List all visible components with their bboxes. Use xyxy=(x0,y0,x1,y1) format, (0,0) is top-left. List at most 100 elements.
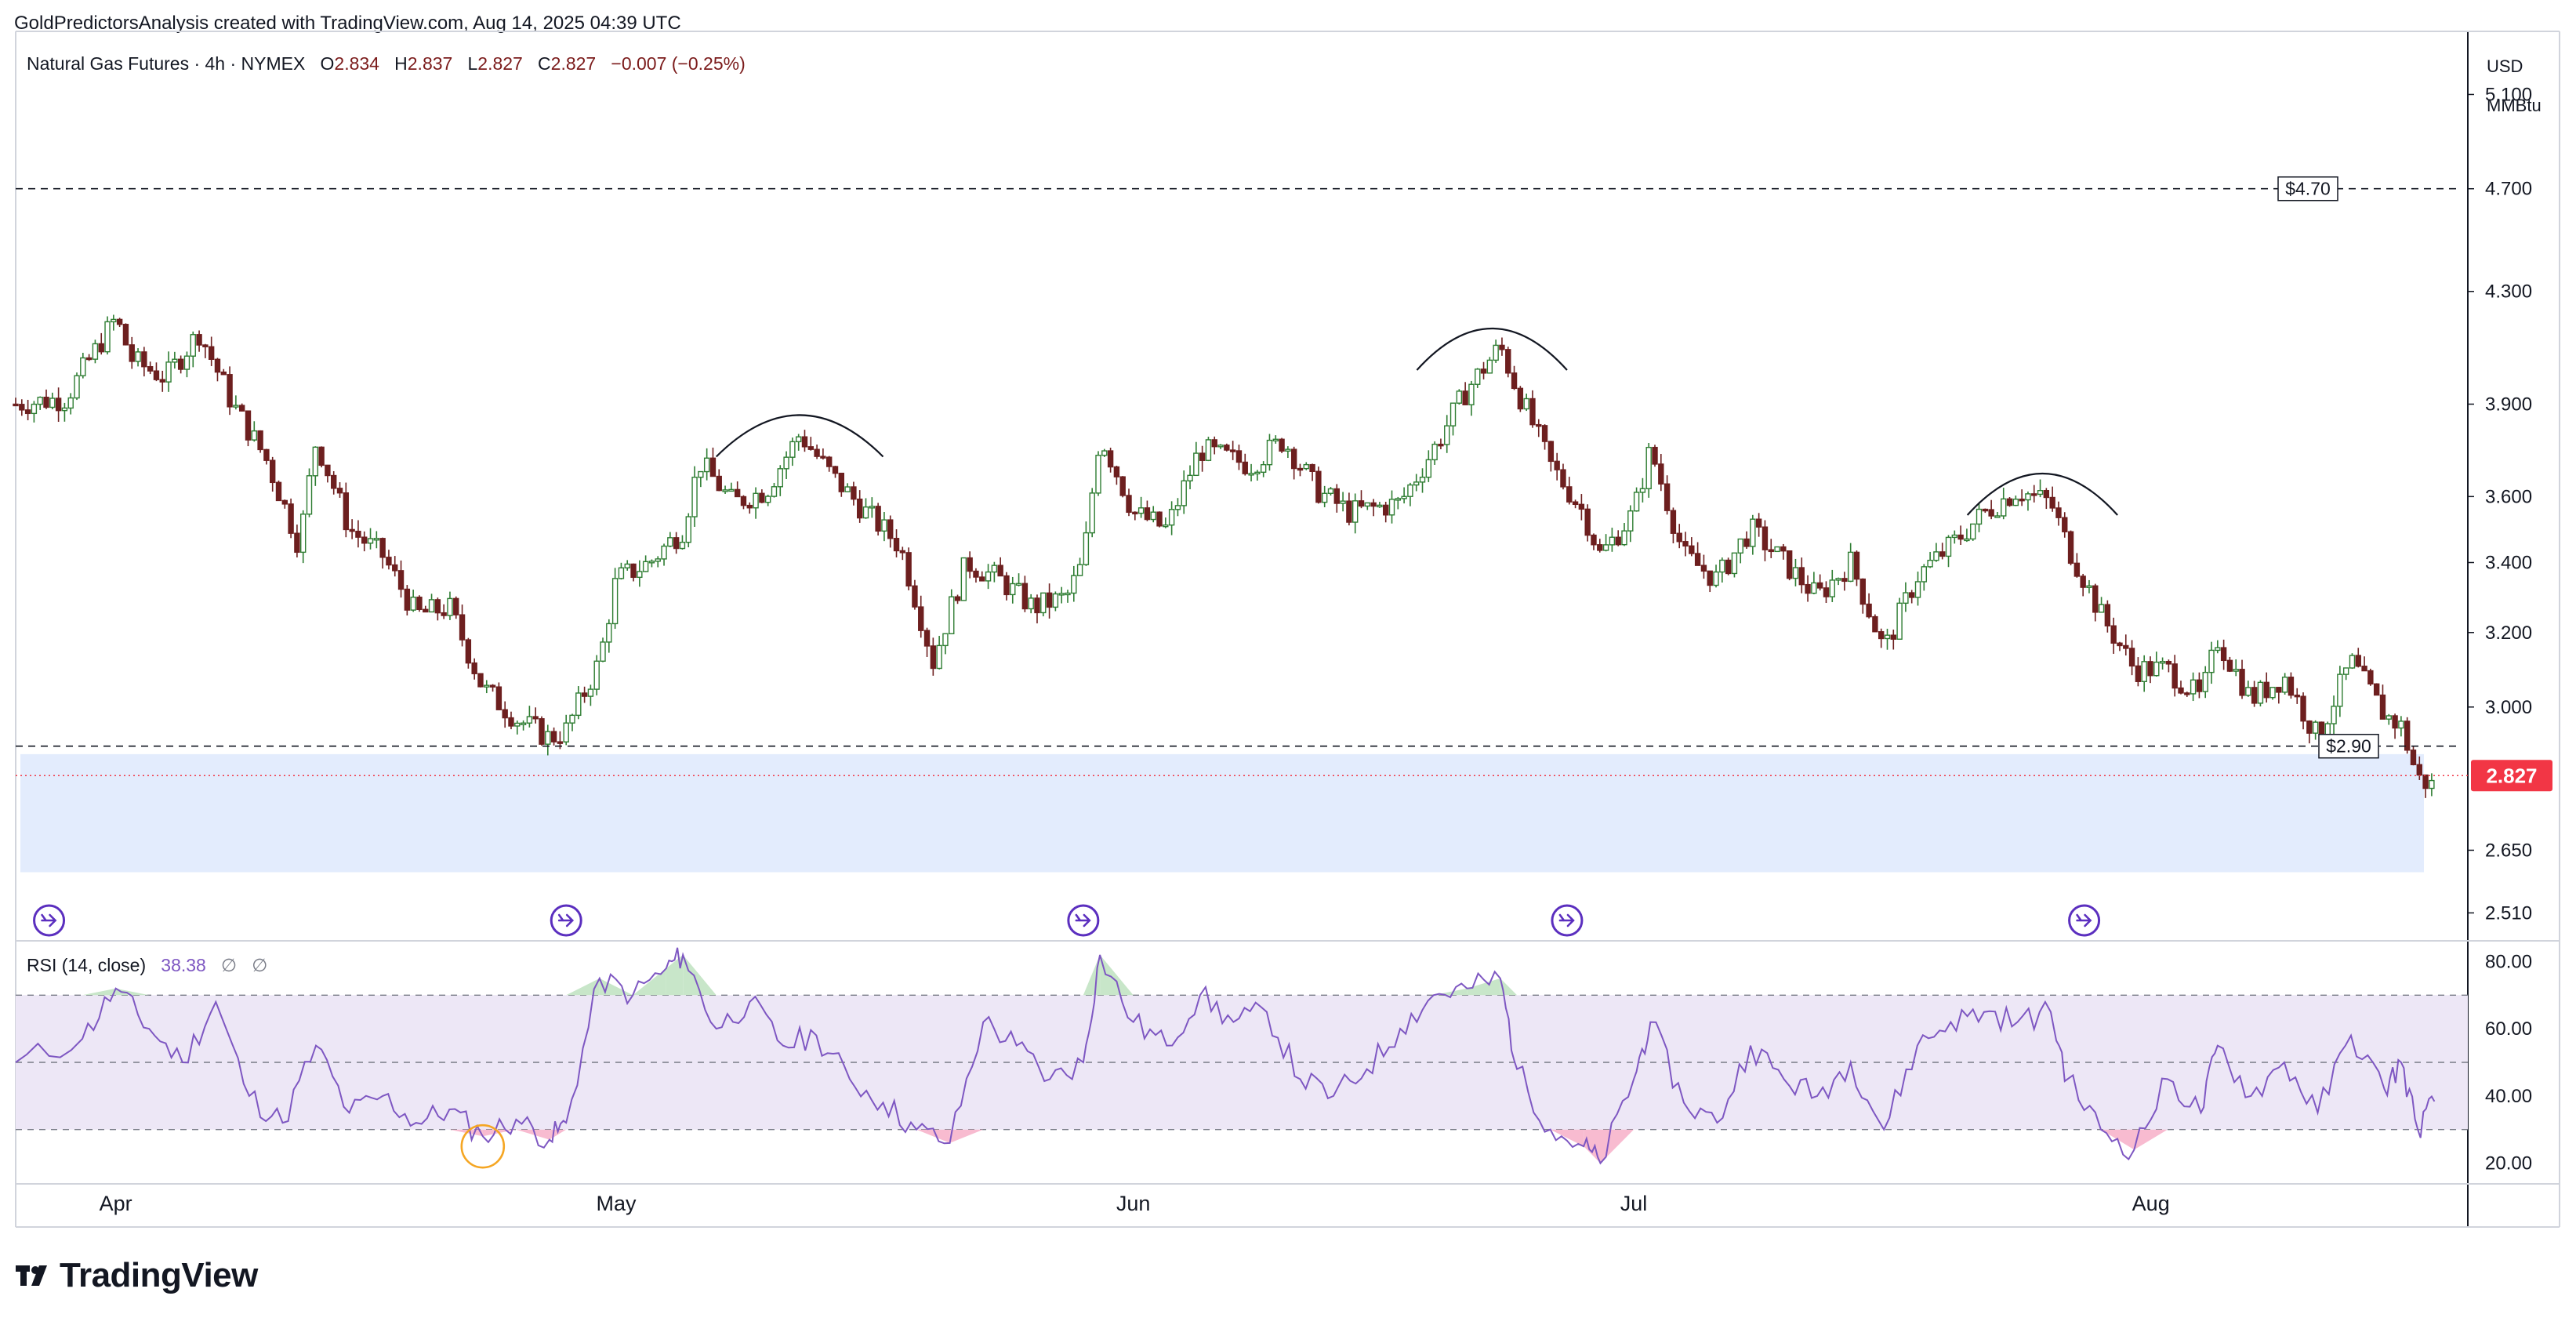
candle-down xyxy=(349,528,355,532)
price-tick-label: 2.650 xyxy=(2485,840,2532,861)
candle-down xyxy=(820,456,826,459)
support-zone xyxy=(20,753,2424,873)
candle-down xyxy=(2080,575,2086,588)
candle-up xyxy=(2025,493,2031,501)
candle-down xyxy=(1597,544,1603,551)
candle-down xyxy=(2128,648,2135,667)
candle-up xyxy=(1933,551,1939,561)
last-price-badge[interactable] xyxy=(2471,760,2552,792)
candle-down xyxy=(24,409,31,415)
candle-up xyxy=(1639,488,1646,493)
candle-up xyxy=(135,351,141,362)
change-value: −0.007 (−0.25%) xyxy=(611,53,746,74)
candle-up xyxy=(1163,524,1169,528)
candle-down xyxy=(557,741,564,744)
candle-up xyxy=(1407,484,1413,497)
candle-up xyxy=(2215,647,2221,652)
candle-down xyxy=(1235,450,1243,463)
candle-up xyxy=(92,343,99,360)
candle-down xyxy=(2220,647,2227,662)
rsi-oversold-fill xyxy=(1550,1129,1584,1147)
candle-down xyxy=(1156,511,1163,527)
candle-down xyxy=(967,557,973,572)
candle-down xyxy=(281,499,288,505)
candle-down xyxy=(1554,460,1560,470)
candle-down xyxy=(734,488,741,498)
candle-up xyxy=(367,538,374,544)
candle-down xyxy=(459,614,466,641)
candle-down xyxy=(1798,567,1805,586)
candle-down xyxy=(122,324,129,346)
candle-down xyxy=(238,405,245,412)
candle-up xyxy=(526,716,533,724)
candle-down xyxy=(263,448,270,461)
candle-down xyxy=(2049,496,2055,509)
unit-label[interactable]: MMBtu xyxy=(2487,96,2542,115)
candle-down xyxy=(1700,564,1707,572)
candle-down xyxy=(441,612,447,616)
candle-up xyxy=(661,545,667,560)
candle-down xyxy=(1572,501,1579,506)
candle-down xyxy=(336,488,343,494)
candle-up xyxy=(667,537,673,547)
candle-up xyxy=(936,644,942,670)
candle-up xyxy=(183,355,190,370)
support-zone-rect xyxy=(20,753,2424,873)
candle-up xyxy=(795,436,802,443)
candle-down xyxy=(1505,349,1511,374)
candle-down xyxy=(826,456,833,467)
candle-down xyxy=(2392,715,2398,729)
candle-up xyxy=(2190,679,2197,695)
candle-down xyxy=(1982,508,1989,512)
candle-up xyxy=(637,571,643,579)
candle-down xyxy=(1229,449,1236,452)
candle-down xyxy=(532,716,539,720)
candle-down xyxy=(55,398,62,412)
candle-down xyxy=(1346,500,1352,523)
time-axis[interactable]: Apr May Jun Jul Aug xyxy=(100,1192,2170,1215)
candle-down xyxy=(1333,488,1340,504)
time-tick-label: Jun xyxy=(1116,1192,1151,1215)
candle-down xyxy=(1988,509,1994,517)
candle-up xyxy=(1168,509,1175,526)
candle-up xyxy=(1633,492,1640,512)
candle-up xyxy=(575,692,582,717)
currency-label[interactable]: USD xyxy=(2487,56,2523,76)
candle-down xyxy=(2184,692,2190,695)
candle-up xyxy=(1010,583,1016,596)
candle-down xyxy=(397,570,405,590)
candle-down xyxy=(471,662,477,674)
candle-down xyxy=(141,351,147,368)
candle-up xyxy=(1071,575,1077,594)
time-tick-label: Jul xyxy=(1620,1192,1648,1215)
price-axis[interactable]: 5.100 4.700 4.300 3.900 3.600 3.400 3.200 3.000… xyxy=(2468,84,2532,924)
candle-down xyxy=(1707,570,1713,586)
candle-down xyxy=(759,492,765,503)
candle-down xyxy=(1309,463,1315,472)
candle-up xyxy=(1523,398,1529,410)
rsi-tick-label: 40.00 xyxy=(2485,1086,2532,1107)
candle-down xyxy=(1578,503,1585,510)
tradingview-logo[interactable]: TradingView xyxy=(16,1256,258,1295)
high-value: 2.837 xyxy=(407,53,453,74)
candle-down xyxy=(202,344,209,347)
candle-up xyxy=(1089,492,1095,534)
candle-down xyxy=(893,538,900,552)
candle-down xyxy=(227,374,233,408)
candle-up xyxy=(2086,585,2092,588)
candle-down xyxy=(2117,642,2123,647)
rsi-overbought-fill xyxy=(566,978,600,996)
candle-down xyxy=(1658,463,1664,485)
candle-down xyxy=(1853,551,1860,580)
rsi-value: 38.38 xyxy=(161,955,206,975)
candle-up xyxy=(685,516,691,543)
event-marker-icon xyxy=(2076,913,2092,928)
price-tick-label: 2.510 xyxy=(2485,902,2532,924)
candle-down xyxy=(2147,661,2153,677)
candle-down xyxy=(630,563,637,579)
candle-down xyxy=(423,608,429,613)
open-value: 2.834 xyxy=(334,53,379,74)
candle-down xyxy=(1841,578,1848,583)
candle-down xyxy=(1939,551,1946,557)
